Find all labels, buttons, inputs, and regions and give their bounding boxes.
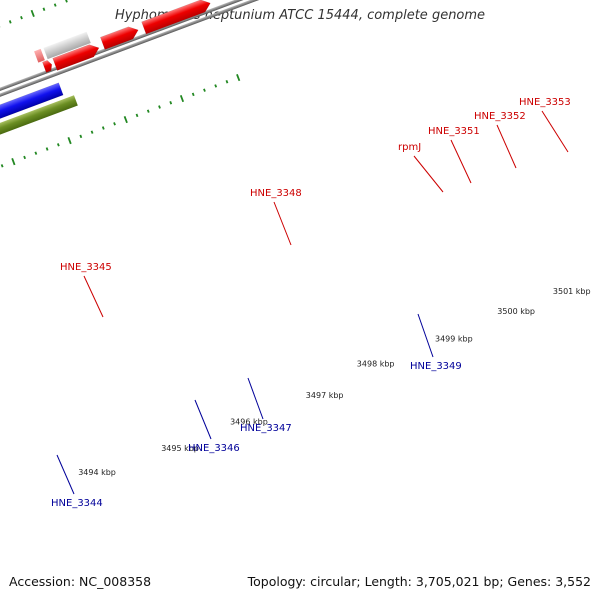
leader-line bbox=[83, 275, 104, 318]
tick-mark bbox=[30, 9, 35, 18]
tick-label: 3500 kbp bbox=[497, 307, 535, 316]
tick-mark bbox=[79, 134, 83, 139]
tick-mark bbox=[214, 84, 218, 88]
leader-line bbox=[417, 313, 434, 358]
leader-line bbox=[247, 377, 264, 420]
tick-mark bbox=[135, 113, 139, 118]
reverse-tick-track bbox=[0, 73, 241, 168]
gene-label-reverse: HNE_3346 bbox=[188, 443, 240, 454]
tick-mark bbox=[90, 130, 94, 134]
tick-label: 3496 kbp bbox=[230, 417, 268, 426]
tick-mark bbox=[203, 88, 206, 92]
tick-mark bbox=[11, 158, 16, 166]
leader-line bbox=[56, 454, 75, 495]
leader-line bbox=[450, 139, 472, 184]
tick-mark bbox=[23, 155, 26, 160]
leader-line bbox=[273, 201, 292, 246]
tick-mark bbox=[225, 80, 229, 84]
backbone-line-lower bbox=[0, 0, 309, 276]
accession-text: Accession: NC_008358 bbox=[9, 574, 152, 589]
tick-label: 3497 kbp bbox=[306, 391, 344, 400]
gene-hne-3351-arrow bbox=[52, 44, 100, 71]
tick-label: 3501 kbp bbox=[553, 287, 591, 296]
tick-mark bbox=[20, 15, 23, 20]
genome-summary-text: Topology: circular; Length: 3,705,021 bp… bbox=[247, 574, 591, 589]
tick-mark bbox=[123, 115, 128, 124]
leader-line bbox=[194, 399, 212, 440]
tick-mark bbox=[191, 92, 195, 97]
gene-hne-3349-olive-bar bbox=[0, 95, 78, 140]
gene-rpmj-box bbox=[34, 48, 45, 63]
gene-rpmj-arrow bbox=[42, 60, 53, 73]
gene-label-reverse: HNE_3347 bbox=[240, 423, 292, 434]
gene-label-forward: HNE_3345 bbox=[60, 262, 112, 273]
tick-mark bbox=[56, 143, 60, 147]
gene-label-forward: HNE_3353 bbox=[519, 97, 571, 108]
gene-label-forward: HNE_3351 bbox=[428, 126, 480, 137]
leader-line bbox=[496, 124, 517, 169]
tick-mark bbox=[146, 109, 150, 113]
tick-label: 3498 kbp bbox=[357, 359, 395, 368]
backbone-line-upper bbox=[0, 0, 308, 271]
tick-mark bbox=[34, 151, 38, 155]
gene-label-reverse: HNE_3344 bbox=[51, 498, 103, 509]
tick-mark bbox=[169, 101, 173, 105]
gene-label-forward: HNE_3348 bbox=[250, 188, 302, 199]
tick-label: 3495 kbp bbox=[161, 444, 199, 453]
tick-mark bbox=[42, 7, 46, 11]
tick-mark bbox=[53, 3, 57, 7]
forward-tick-track bbox=[0, 0, 68, 28]
tick-mark bbox=[0, 164, 4, 168]
tick-mark bbox=[113, 122, 116, 126]
gene-label-forward: rpmJ bbox=[398, 142, 421, 153]
gene-label-forward: HNE_3352 bbox=[474, 111, 526, 122]
tick-mark bbox=[236, 73, 241, 82]
gene-hne-3349-blue-arrow bbox=[0, 82, 64, 125]
tick-mark bbox=[65, 0, 68, 3]
tick-mark bbox=[67, 137, 72, 145]
gene-hne-3352-arrow bbox=[100, 26, 139, 50]
tick-mark bbox=[45, 147, 49, 151]
gene-hne-3353-arrow bbox=[141, 0, 211, 35]
tick-label: 3499 kbp bbox=[435, 334, 473, 343]
tick-mark bbox=[179, 94, 185, 103]
tick-label: 3494 kbp bbox=[78, 468, 116, 477]
leader-line bbox=[541, 110, 569, 153]
gene-hne-3351-gray-bar bbox=[43, 31, 91, 60]
leader-line bbox=[413, 155, 444, 193]
tick-mark bbox=[158, 105, 161, 109]
gene-label-reverse: HNE_3349 bbox=[410, 361, 462, 372]
tick-mark bbox=[101, 126, 105, 130]
tick-mark bbox=[8, 20, 12, 24]
